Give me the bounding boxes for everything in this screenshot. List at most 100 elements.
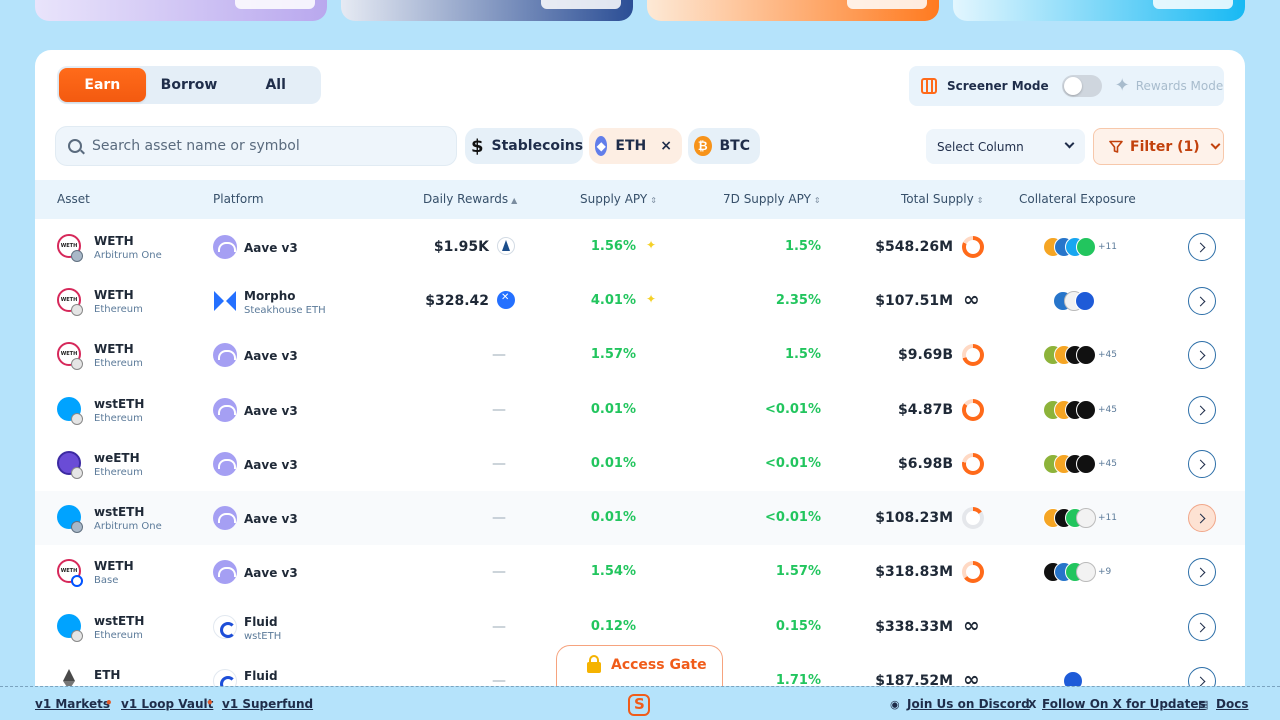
supply-apy-7d: 1.5% [784,347,821,362]
asset-name: wstETH [94,614,145,628]
collateral-icons[interactable]: +11 [1043,236,1117,258]
eth-token-icon [57,668,81,692]
utilization-ring [962,344,984,366]
supply-apy: 1.54% [590,564,636,579]
arbitrum-chain-icon [71,250,83,262]
top-card-button[interactable] [235,0,315,9]
collateral-icons[interactable]: +11 [1043,507,1117,529]
footer-link-superfund[interactable]: v1 Superfund [222,697,314,711]
search-input[interactable] [92,138,432,154]
platform-name: Aave v3 [244,404,298,418]
daily-rewards: $1.95K [433,239,489,255]
col-label: Total Supply [901,192,974,206]
daily-rewards: — [492,510,506,526]
top-card-3[interactable] [647,0,939,21]
platform-name: Aave v3 [244,458,298,472]
supply-apy-7d: 1.71% [775,673,821,688]
asset-name: wstETH [94,397,145,411]
dollar-icon: $ [471,135,484,157]
top-card-1[interactable] [35,0,327,21]
top-card-button[interactable] [1153,0,1233,9]
collateral-token-icon [1075,291,1095,311]
supply-apy: 1.56% [590,239,636,254]
col-total-supply[interactable]: Total Supply ⇕ [901,192,983,206]
collateral-icons[interactable] [1053,290,1095,312]
x-icon: X [1028,698,1037,711]
asset-chain: Ethereum [94,413,143,424]
footer-link-x[interactable]: Follow On X for Updates [1042,697,1206,711]
supply-apy: 0.01% [590,402,636,417]
daily-rewards: — [492,402,506,418]
asset-name: WETH [94,559,134,573]
asset-chain: Ethereum [94,358,143,369]
table-row[interactable]: wstETH Ethereum Fluid wstETH — 0.12% 0.1… [35,600,1245,654]
total-supply: $187.52M [875,673,953,689]
select-column-dropdown[interactable]: Select Column [926,129,1085,164]
chip-stablecoins[interactable]: $ Stablecoins [465,128,583,164]
collateral-icons[interactable]: +45 [1043,453,1117,475]
col-supply-apy[interactable]: Supply APY ⇕ [580,192,657,206]
total-supply: $108.23M [875,510,953,526]
access-gate-button[interactable]: Access Gate [556,645,723,689]
footer-link-discord[interactable]: Join Us on Discord [907,697,1030,711]
table-row[interactable]: WETH WETH Ethereum Aave v3 — 1.57% 1.5% … [35,328,1245,382]
discord-icon: ◉ [890,698,900,711]
ethereum-chain-icon [71,358,83,370]
row-open-button[interactable] [1188,558,1216,586]
screener-mode-label: Screener Mode [947,79,1049,93]
table-row[interactable]: weETH Ethereum Aave v3 — 0.01% <0.01% $6… [35,437,1245,491]
collateral-icons[interactable]: +45 [1043,344,1117,366]
row-open-button[interactable] [1188,504,1216,532]
collateral-icons[interactable]: +9 [1043,561,1111,583]
row-open-button[interactable] [1188,396,1216,424]
table-row[interactable]: wstETH Ethereum Aave v3 — 0.01% <0.01% $… [35,383,1245,437]
footer-link-docs[interactable]: Docs [1216,697,1249,711]
top-card-4[interactable] [953,0,1245,21]
footer-link-markets[interactable]: v1 Markets [35,697,110,711]
aave-icon [213,452,237,476]
top-card-button[interactable] [541,0,621,9]
col-daily-rewards[interactable]: Daily Rewards ▲ [423,192,517,206]
table-row[interactable]: WETH WETH Ethereum Morpho Steakhouse ETH… [35,274,1245,328]
filter-button[interactable]: Filter (1) [1093,128,1224,165]
collateral-token-icon [1076,400,1096,420]
row-open-button[interactable] [1188,341,1216,369]
more-count: +9 [1098,567,1112,577]
aave-icon [213,398,237,422]
row-open-button[interactable] [1188,450,1216,478]
row-open-button[interactable] [1188,287,1216,315]
col-7d-supply-apy[interactable]: 7D Supply APY ⇕ [723,192,821,206]
table-row[interactable]: wstETH Arbitrum One Aave v3 — 0.01% <0.0… [35,491,1245,545]
tab-borrow[interactable]: Borrow [160,77,218,93]
morpho-icon [213,289,237,313]
btc-icon: ₿ [694,136,712,156]
mode-toggle[interactable] [1061,75,1102,97]
tab-earn[interactable]: Earn [59,68,146,102]
table-row[interactable]: WETH WETH Base Aave v3 — 1.54% 1.57% $31… [35,545,1245,599]
footer-link-loop-vault[interactable]: v1 Loop Vault [121,697,214,711]
platform-name: Fluid [244,615,278,629]
collateral-icons[interactable]: +45 [1043,399,1117,421]
supply-apy-7d: <0.01% [765,510,821,525]
asset-name: WETH [94,234,134,248]
table-row[interactable]: WETH WETH Arbitrum One Aave v3 $1.95K 1.… [35,220,1245,274]
top-card-2[interactable] [341,0,633,21]
utilization-ring [962,507,984,529]
chip-btc[interactable]: ₿ BTC [688,128,760,164]
platform-name: Aave v3 [244,349,298,363]
tab-all[interactable]: All [265,77,286,93]
superlend-logo [628,694,650,716]
platform-name: Fluid [244,669,278,683]
asset-name: wstETH [94,505,145,519]
row-open-button[interactable] [1188,613,1216,641]
arbitrum-chain-icon [71,521,83,533]
eth-icon: ◆ [595,136,608,156]
reward-token-icon [497,237,515,255]
chip-eth[interactable]: ◆ ETH × [589,128,682,164]
daily-rewards: — [492,347,506,363]
infinity-icon: ∞ [963,287,980,311]
top-card-button[interactable] [847,0,927,9]
close-icon[interactable]: × [660,138,672,154]
row-open-button[interactable] [1188,233,1216,261]
supply-apy-7d: 2.35% [775,293,821,308]
